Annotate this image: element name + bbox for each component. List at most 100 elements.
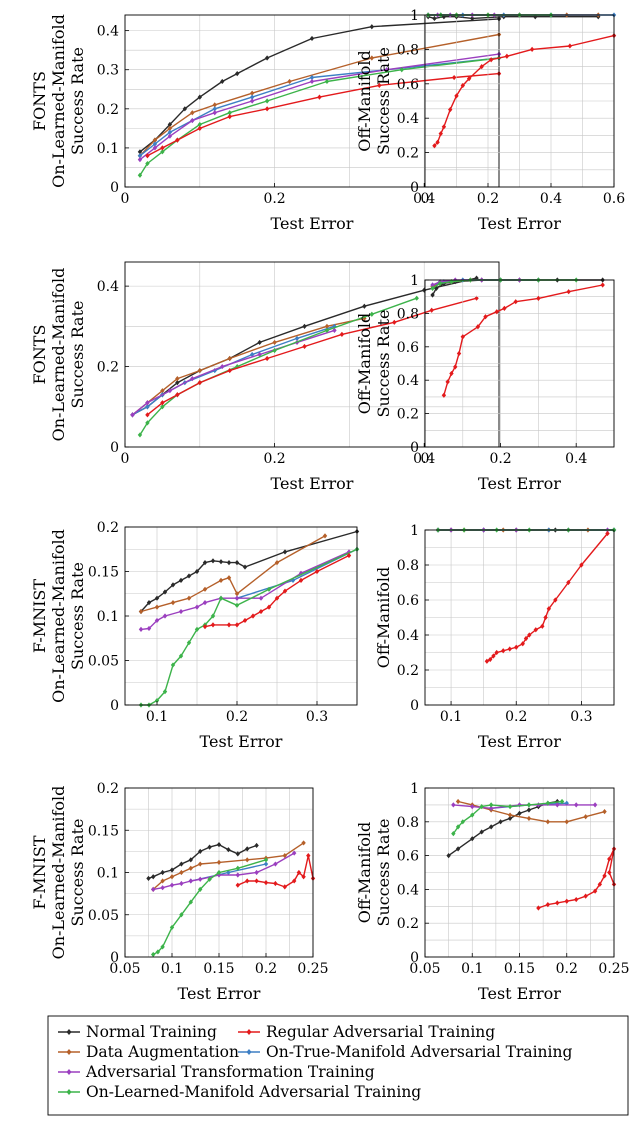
- legend-label: Adversarial Transformation Training: [85, 1063, 375, 1081]
- data-point: [536, 295, 541, 301]
- y-axis-label: On-Learned-Manifold: [49, 529, 68, 703]
- data-point: [309, 74, 315, 81]
- x-axis-label: Test Error: [200, 732, 283, 751]
- data-point: [227, 355, 232, 362]
- data-point: [194, 568, 200, 575]
- data-point: [254, 869, 259, 876]
- data-point: [190, 110, 195, 116]
- data-point: [488, 802, 494, 808]
- legend-marker: [66, 1069, 72, 1075]
- y-tick-label: 0.4: [397, 882, 419, 898]
- x-axis-label: Test Error: [478, 984, 561, 1003]
- data-point: [137, 432, 143, 438]
- data-point: [249, 90, 255, 96]
- y-tick-label: 0: [410, 950, 419, 966]
- plot-frame: [424, 14, 615, 188]
- x-tick-label: 0.3: [570, 709, 592, 725]
- data-point: [263, 861, 269, 867]
- y-axis-label: Success Rate: [68, 47, 87, 155]
- data-point: [432, 15, 437, 22]
- y-axis-label: FONTS: [30, 71, 49, 131]
- data-point: [474, 275, 479, 281]
- chart-panel-8: 0.05 0.1 0.15 0.2 0.25 0 0.2 0.4 0.6 0.8 1 Test Err…: [355, 781, 630, 1003]
- data-point: [160, 404, 165, 410]
- data-point: [162, 613, 168, 619]
- x-tick-label: 0.05: [109, 961, 140, 977]
- data-point: [145, 160, 150, 167]
- x-tick-label: 0.2: [263, 451, 285, 467]
- data-point: [514, 644, 519, 650]
- data-point: [218, 577, 224, 583]
- data-point: [234, 591, 240, 597]
- data-point: [441, 392, 447, 398]
- data-point: [198, 876, 203, 882]
- data-point: [294, 335, 300, 342]
- x-tick-label: 0.4: [413, 451, 435, 467]
- data-point: [602, 873, 607, 879]
- data-point: [146, 625, 152, 632]
- data-point: [188, 899, 193, 905]
- data-point: [194, 604, 200, 610]
- data-point: [235, 882, 240, 888]
- data-point: [249, 351, 255, 358]
- data-point: [438, 131, 443, 137]
- data-point: [491, 653, 496, 659]
- data-point: [488, 824, 494, 830]
- data-point: [272, 347, 277, 354]
- data-point: [317, 94, 322, 100]
- series-line: [140, 551, 350, 631]
- data-point: [160, 145, 165, 151]
- data-point: [254, 878, 259, 884]
- data-point: [545, 819, 551, 825]
- data-point: [175, 137, 180, 143]
- data-point: [559, 798, 565, 805]
- data-point: [392, 319, 397, 325]
- data-point: [430, 292, 435, 298]
- data-point: [607, 869, 612, 876]
- data-point: [198, 886, 203, 892]
- x-tick-label: 0.15: [203, 961, 234, 977]
- data-point: [564, 819, 569, 825]
- data-point: [488, 57, 494, 63]
- y-tick-label: 0.8: [397, 558, 419, 574]
- legend-label: On-True-Manifold Adversarial Training: [266, 1043, 572, 1061]
- y-tick-label: 1: [410, 781, 419, 797]
- data-point: [197, 125, 202, 131]
- legend-marker: [66, 1029, 72, 1035]
- y-axis-label: Success Rate: [374, 309, 393, 417]
- x-axis-label: Test Error: [478, 214, 561, 233]
- data-point: [178, 608, 184, 615]
- data-point: [137, 149, 143, 155]
- x-tick-label: 0.1: [146, 709, 168, 725]
- x-axis-label: Test Error: [478, 732, 561, 751]
- data-point: [369, 311, 375, 317]
- data-point: [451, 74, 457, 81]
- data-point: [179, 861, 184, 867]
- data-point: [249, 98, 255, 104]
- data-point: [507, 646, 512, 652]
- y-tick-label: 0.4: [397, 111, 419, 127]
- data-point: [470, 836, 475, 842]
- data-point: [137, 153, 143, 159]
- y-axis-label: Off-Manifold: [355, 822, 374, 924]
- data-point: [414, 295, 419, 301]
- data-point: [152, 145, 158, 151]
- y-axis-label: On-Learned-Manifold: [49, 14, 68, 188]
- data-point: [553, 597, 558, 603]
- data-point: [210, 622, 216, 628]
- x-tick-label: 0.2: [489, 451, 511, 467]
- data-point: [435, 139, 440, 145]
- y-tick-label: 0.05: [88, 654, 119, 670]
- data-point: [242, 564, 248, 570]
- y-tick-label: 0.1: [97, 866, 119, 882]
- data-point: [188, 865, 193, 871]
- data-point: [543, 614, 548, 621]
- data-point: [234, 560, 240, 566]
- data-point: [533, 627, 538, 633]
- data-point: [235, 865, 240, 871]
- data-point: [567, 43, 573, 49]
- data-point: [167, 121, 173, 128]
- x-tick-label: 0.2: [226, 709, 248, 725]
- data-point: [441, 124, 447, 130]
- chart-panel-2: 0 0.2 0.4 0.6 0 0.2 0.4 0.6 0.8 1 Test Error Off-Ma…: [355, 8, 625, 233]
